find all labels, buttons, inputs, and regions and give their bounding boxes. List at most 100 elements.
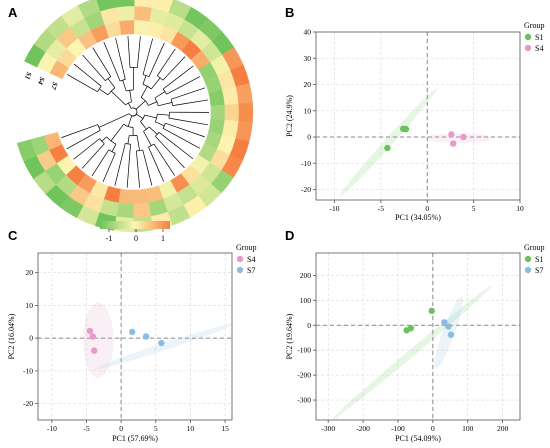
dendrogram-branch	[91, 156, 105, 177]
heatmap-cell	[222, 86, 239, 106]
heatmap-cell	[133, 188, 149, 205]
x-tick-label: 200	[497, 424, 509, 433]
dendrogram-arc	[129, 111, 138, 117]
grid-lines	[316, 31, 521, 200]
y-axis-label: PC2 (19.64%)	[285, 313, 294, 359]
dendrogram-branch	[73, 63, 91, 78]
legend-entry-s4: S4	[535, 44, 543, 53]
heatmap-cell	[133, 202, 152, 219]
dendrogram-branch	[129, 90, 132, 102]
dendrogram-arc	[119, 79, 126, 82]
dendrogram-branch	[188, 99, 209, 104]
dendrogram-branch	[162, 128, 179, 137]
dendrogram-branch	[103, 41, 114, 65]
data-point-s4	[448, 131, 455, 138]
data-point-s7	[441, 319, 448, 326]
data-point-s7	[445, 323, 452, 330]
dendrogram-branch	[167, 56, 186, 76]
legend-marker-s4	[524, 44, 532, 52]
x-tick-label: 10	[187, 424, 195, 433]
dendrogram-branch	[115, 37, 124, 69]
panel-b-pca-plot: -10 -5 0 5 10 -20 -10 0 10 20 30 40 PC1 (34.05%) PC2 …	[285, 21, 544, 222]
heatmap-cell	[210, 104, 226, 121]
x-tick-label: 10	[516, 204, 524, 213]
dendrogram-arc	[143, 126, 150, 132]
dendrogram-arc	[106, 136, 117, 145]
dendrogram-branch	[171, 95, 181, 100]
y-tick-label: -10	[301, 159, 311, 168]
dendrogram-branch	[142, 149, 147, 162]
dendrogram-branch	[127, 36, 130, 59]
dendrogram-branch	[73, 146, 90, 160]
dendrogram-branch	[98, 73, 106, 81]
y-tick-label: 100	[300, 296, 312, 305]
y-tick-label: 40	[304, 28, 312, 37]
dendrogram-branch	[129, 58, 131, 68]
legend-marker-s7	[524, 266, 532, 274]
confidence-ellipse-s1	[331, 285, 493, 421]
dendrogram-branch	[92, 47, 106, 68]
heatmap-cell	[116, 202, 134, 219]
legend-marker-s1	[524, 33, 532, 41]
dendrogram-branch	[126, 155, 130, 188]
dendrogram-branch	[137, 36, 141, 59]
dendrogram-branch	[154, 91, 166, 99]
data-point-s7	[129, 328, 136, 336]
dendrogram-arc	[154, 97, 159, 106]
panel-letter-d: D	[285, 228, 294, 243]
y-tick-label: -300	[297, 396, 311, 405]
x-tick-label: 5	[472, 204, 476, 213]
dendrogram-branch	[129, 144, 131, 156]
legend-title: Group	[236, 243, 256, 252]
dendrogram-branch	[91, 129, 101, 136]
dendrogram-arc	[162, 123, 166, 129]
data-point-s4	[86, 327, 94, 335]
dendrogram-branch	[107, 78, 116, 89]
panel-d-pca-plot: -300 -200 -100 0 100 200 -300 -200 -100 0 100 200 PC…	[285, 243, 544, 443]
legend-marker-s7	[236, 266, 244, 274]
x-axis-label: PC1 (54.09%)	[395, 434, 441, 443]
x-axis-label: PC1 (57.69%)	[112, 434, 158, 443]
dendrogram-branch	[142, 57, 148, 75]
dendrogram-arc	[142, 83, 152, 90]
dendrogram-branch	[99, 88, 109, 96]
dendrogram-branch	[61, 128, 87, 138]
x-tick-label: -100	[391, 424, 405, 433]
x-tick-label: -200	[356, 424, 370, 433]
heatmap-cell	[117, 5, 135, 22]
dendrogram-branch	[122, 68, 126, 80]
dendrogram-branch	[89, 138, 100, 147]
y-tick-label: -100	[297, 346, 311, 355]
colorbar-tick-label: 1	[161, 234, 165, 243]
x-tick-label: -5	[378, 204, 384, 213]
y-tick-label: 20	[304, 80, 312, 89]
dendrogram-branch	[158, 131, 168, 139]
data-point-s1	[402, 125, 410, 133]
dendrogram-branch	[85, 124, 98, 130]
x-tick-label: -300	[321, 424, 335, 433]
heatmap-rings	[16, 0, 254, 233]
dendrogram-branch	[90, 87, 98, 93]
heatmap-cell	[134, 19, 150, 36]
heatmap-cell	[238, 102, 254, 123]
dendrogram-branch	[112, 64, 121, 82]
dendrogram-branch	[102, 162, 112, 182]
dendrogram-branch	[136, 150, 139, 167]
data-point-s7	[158, 339, 165, 347]
x-tick-label: 5	[154, 424, 158, 433]
dendrogram-branch	[136, 58, 139, 68]
x-tick-label: 15	[221, 424, 229, 433]
y-tick-label: 30	[304, 54, 312, 63]
y-tick-label: 0	[29, 334, 33, 343]
dendrogram-branch	[122, 80, 127, 92]
dendrogram-arc	[155, 132, 160, 137]
y-tick-label: 0	[307, 133, 311, 142]
dendrogram-branch	[172, 102, 189, 106]
dendrogram-branch	[162, 78, 177, 90]
heatmap-cell	[224, 103, 240, 122]
dendrogram-branch	[98, 143, 105, 151]
x-tick-label: -10	[47, 424, 57, 433]
dendrogram-branch	[176, 76, 201, 90]
dendrogram-branch	[163, 145, 185, 169]
